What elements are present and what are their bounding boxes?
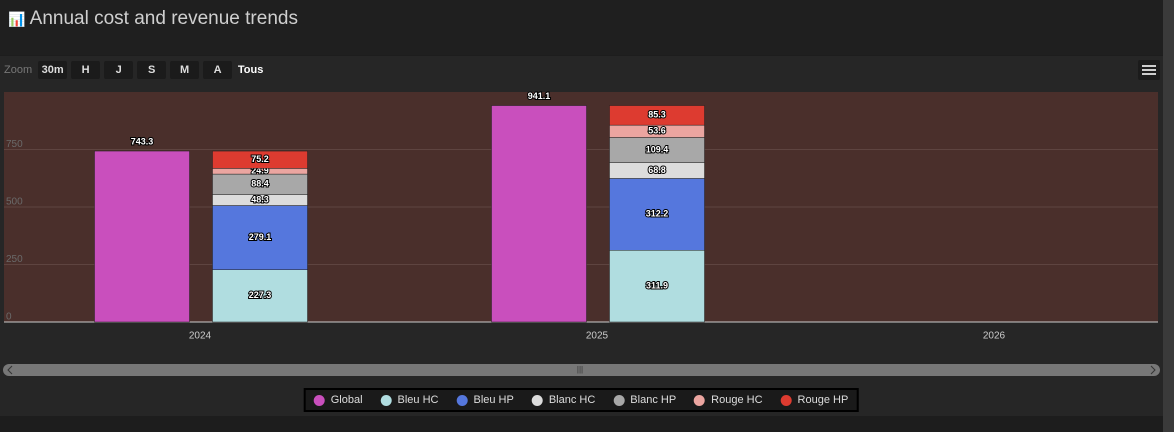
- bar: [491, 105, 587, 323]
- legend-item[interactable]: Rouge HP: [780, 394, 849, 406]
- data-label: 743.3: [131, 136, 154, 146]
- data-label: 109.4: [646, 144, 669, 154]
- legend-marker: [694, 394, 706, 406]
- zoom-button[interactable]: 30m: [38, 61, 68, 79]
- legend-label: Rouge HC: [711, 394, 763, 406]
- data-label: 75.2: [251, 154, 269, 164]
- legend-marker: [456, 394, 468, 406]
- plot: 02505007502024743.3227.3279.148.388.424.…: [4, 90, 1158, 342]
- legend-item[interactable]: Bleu HC: [380, 394, 439, 406]
- legend-item[interactable]: Blanc HC: [531, 394, 596, 406]
- data-label: 48.3: [251, 194, 269, 204]
- y-tick-label: 500: [6, 197, 23, 208]
- legend-label: Blanc HC: [548, 394, 596, 406]
- bar: [212, 269, 308, 323]
- zoom-button[interactable]: H: [71, 61, 101, 79]
- zoom-label: Zoom: [4, 64, 33, 76]
- zoom-button[interactable]: A: [203, 61, 233, 79]
- legend-item[interactable]: Blanc HP: [613, 394, 676, 406]
- legend-label: Rouge HP: [797, 394, 849, 406]
- scrollbar-arrows: [7, 365, 1156, 375]
- export-menu[interactable]: [1138, 60, 1160, 80]
- legend-marker: [380, 394, 392, 406]
- x-tick-label: 2025: [586, 331, 609, 342]
- data-label: 85.3: [648, 110, 666, 120]
- data-label: 88.4: [251, 179, 269, 189]
- y-tick-label: 250: [6, 254, 23, 265]
- bar: [212, 150, 308, 169]
- scrollbar-grip-icon: |||: [577, 365, 583, 374]
- data-label: 941.1: [528, 91, 551, 101]
- zoom-button[interactable]: M: [170, 61, 200, 79]
- legend-label: Blanc HP: [630, 394, 677, 406]
- data-label: 311.9: [646, 281, 668, 291]
- legend-label: Bleu HC: [397, 394, 439, 406]
- legend: Global Bleu HC Bleu HP Blanc HC Blanc HP Roug…: [303, 388, 859, 412]
- data-label: 68.8: [648, 165, 666, 175]
- legend-marker: [613, 394, 625, 406]
- bar: [609, 178, 705, 251]
- x-tick-label: 2024: [189, 331, 212, 342]
- zoom-bar: Zoom 30m H J S M A Tous: [4, 61, 266, 79]
- legend-item[interactable]: Rouge HC: [694, 394, 763, 406]
- data-label: 53.6: [648, 126, 666, 136]
- data-label: 227.3: [249, 290, 272, 300]
- header: 📊 Annual cost and revenue trends: [0, 0, 1163, 55]
- legend-marker: [780, 394, 792, 406]
- legend-item[interactable]: Bleu HP: [456, 394, 514, 406]
- legend-label: Global: [330, 394, 363, 406]
- x-tick-label: 2026: [983, 331, 1006, 342]
- bar: [212, 205, 308, 270]
- chart-title: 📊 Annual cost and revenue trends: [8, 8, 298, 29]
- legend-marker: [313, 394, 325, 406]
- legend-marker: [531, 394, 543, 406]
- zoom-button[interactable]: S: [137, 61, 167, 79]
- data-label: 312.2: [646, 209, 669, 219]
- page-scrollbar: [1163, 0, 1174, 432]
- legend-label: Bleu HP: [473, 394, 514, 406]
- zoom-button[interactable]: J: [104, 61, 134, 79]
- y-tick-label: 0: [6, 312, 12, 323]
- legend-item[interactable]: Global: [313, 394, 363, 406]
- bar: [94, 150, 190, 323]
- bar: [609, 105, 705, 126]
- navigator-scrollbar[interactable]: [3, 364, 1160, 376]
- title-text: Annual cost and revenue trends: [29, 8, 298, 29]
- y-tick-label: 750: [6, 139, 23, 150]
- zoom-button[interactable]: Tous: [236, 61, 266, 79]
- data-label: 279.1: [249, 232, 272, 242]
- bar: [609, 250, 705, 323]
